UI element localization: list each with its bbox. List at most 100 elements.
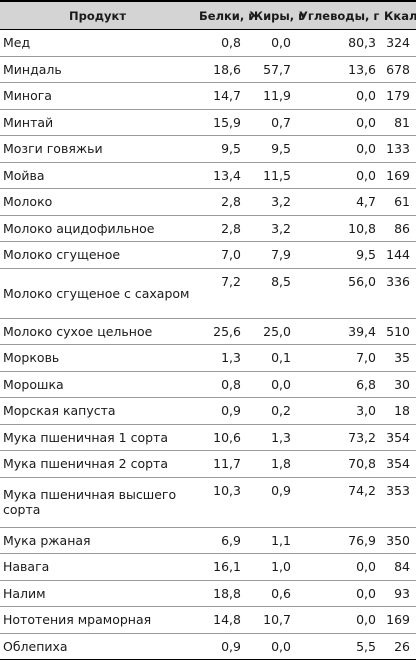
cell-product-name: Мука пшеничная 2 сорта [0, 450, 195, 478]
cell-product-name: Навага [0, 553, 195, 581]
cell-carbs: 56,0 [295, 268, 380, 319]
cell-product-name: Молоко сгущеное [0, 241, 195, 269]
cell-carbs: 3,0 [295, 397, 380, 425]
header-protein: Белки, г [195, 1, 254, 30]
table-row: Морошка 0,8 0,0 6,8 30 [0, 371, 416, 398]
cell-protein: 0,9 [221, 638, 241, 654]
cell-kcal: 61 [380, 188, 416, 216]
cell-product-name: Молоко сухое цельное [0, 318, 195, 345]
cell-carbs: 7,0 [295, 344, 380, 372]
cell-carbs: 0,0 [295, 580, 380, 607]
cell-fat: 3,2 [245, 188, 295, 216]
table-row: Нототения мраморная 14,8 10,7 0,0 169 [0, 606, 416, 634]
cell-kcal: 354 [380, 450, 416, 478]
cell-kcal: 26 [394, 638, 410, 654]
cell-kcal: 353 [380, 477, 416, 528]
table-row: Навага 16,1 1,0 0,0 84 [0, 553, 416, 581]
cell-product-name: Мед [0, 29, 195, 57]
cell-protein: 14,7 [195, 82, 245, 110]
cell-protein: 13,4 [195, 162, 245, 189]
cell-protein: 7,2 [195, 268, 245, 319]
cell-protein: 16,1 [195, 553, 245, 581]
table-row: Морская капуста 0,9 0,2 3,0 18 [0, 397, 416, 425]
table-row: Молоко ацидофильное 2,8 3,2 10,8 86 [0, 215, 416, 242]
table-row: Мука пшеничная высшего сорта 10,3 0,9 74,2 3… [0, 477, 416, 528]
table-row: Морковь 1,3 0,1 7,0 35 [0, 344, 416, 372]
cell-protein: 0,8 [195, 371, 245, 398]
cell-product-name: Нототения мраморная [0, 606, 195, 634]
cell-product-name: Минтай [0, 109, 195, 136]
cell-carbs: 10,8 [295, 215, 380, 242]
cell-fat: 8,5 [245, 268, 295, 319]
cell-protein: 6,9 [195, 527, 245, 554]
cell-product-name: Молоко сгущеное с сахаром [0, 268, 195, 319]
table-row: Налим 18,8 0,6 0,0 93 [0, 580, 416, 607]
cell-fat: 9,5 [245, 135, 295, 163]
table-row: Мед 0,8 0,0 80,3 324 [0, 29, 416, 57]
cell-carbs: 9,5 [295, 241, 380, 269]
cell-fat: 1,1 [245, 527, 295, 554]
cell-product-name: Морская капуста [0, 397, 195, 425]
cell-kcal: 169 [380, 606, 416, 634]
header-product: Продукт [0, 1, 195, 30]
header-kcal: Ккал [380, 1, 416, 30]
table-body: Мед 0,8 0,0 80,3 324 Миндаль 18,6 57,7 13,6 678 Ми… [0, 29, 416, 660]
cell-product-name: Молоко [0, 188, 195, 216]
table-row: Облепиха 0,9 0,0 5,5 26 [0, 633, 416, 660]
cell-fat: 0,0 [245, 29, 295, 57]
table-row: Минога 14,7 11,9 0,0 179 [0, 82, 416, 110]
cell-fat: 1,8 [245, 450, 295, 478]
cell-product-name: Минога [0, 82, 195, 110]
cell-fat: 1,3 [245, 424, 295, 451]
cell-protein: 0,8 [195, 29, 245, 57]
cell-product-name: Мука пшеничная 1 сорта [0, 424, 195, 451]
cell-fat: 0,6 [245, 580, 295, 607]
cell-fat: 11,5 [245, 162, 295, 189]
cell-product-name: Мука ржаная [0, 527, 195, 554]
cell-fat: 1,0 [245, 553, 295, 581]
cell-carbs: 0,0 [295, 135, 380, 163]
cell-carbs: 70,8 [295, 450, 380, 478]
table-row: Мука пшеничная 1 сорта 10,6 1,3 73,2 354 [0, 424, 416, 451]
cell-kcal: 84 [380, 553, 416, 581]
table-row: Мозги говяжьи 9,5 9,5 0,0 133 [0, 135, 416, 163]
header-carbs: Углеводы, г [295, 1, 380, 30]
cell-kcal: 179 [380, 82, 416, 110]
table-header: Продукт Белки, г Жиры, г Углеводы, г Кка… [0, 1, 416, 30]
cell-product-name: Миндаль [0, 56, 195, 83]
cell-product-name: Морковь [0, 344, 195, 372]
cell-protein: 14,8 [195, 606, 245, 634]
cell-kcal: 678 [380, 56, 416, 83]
cell-protein: 10,6 [195, 424, 245, 451]
cell-protein: 18,6 [195, 56, 245, 83]
cell-protein: 2,8 [195, 188, 245, 216]
cell-carbs: 80,3 [295, 29, 380, 57]
cell-fat: 10,7 [245, 606, 295, 634]
cell-kcal: 86 [380, 215, 416, 242]
table-row: Молоко сгущеное с сахаром 7,2 8,5 56,0 336 [0, 268, 416, 319]
cell-carbs: 4,7 [295, 188, 380, 216]
cell-fat: 7,9 [245, 241, 295, 269]
table-row: Мойва 13,4 11,5 0,0 169 [0, 162, 416, 189]
cell-protein: 0,9 [195, 397, 245, 425]
cell-kcal: 324 [380, 29, 416, 57]
cell-product-name: Морошка [0, 371, 195, 398]
cell-protein: 25,6 [195, 318, 245, 345]
cell-protein: 2,8 [195, 215, 245, 242]
cell-protein: 15,9 [195, 109, 245, 136]
cell-fat: 0,7 [245, 109, 295, 136]
cell-fat: 0,0 [271, 638, 291, 654]
cell-kcal: 18 [380, 397, 416, 425]
cell-fat: 57,7 [245, 56, 295, 83]
cell-protein: 11,7 [195, 450, 245, 478]
cell-product-name: Мойва [0, 162, 195, 189]
cell-carbs: 13,6 [295, 56, 380, 83]
cell-kcal: 133 [380, 135, 416, 163]
cell-protein: 10,3 [195, 477, 245, 528]
cell-carbs: 76,9 [295, 527, 380, 554]
cell-kcal: 354 [380, 424, 416, 451]
cell-protein: 1,3 [195, 344, 245, 372]
cell-carbs: 39,4 [295, 318, 380, 345]
cell-carbs: 6,8 [295, 371, 380, 398]
